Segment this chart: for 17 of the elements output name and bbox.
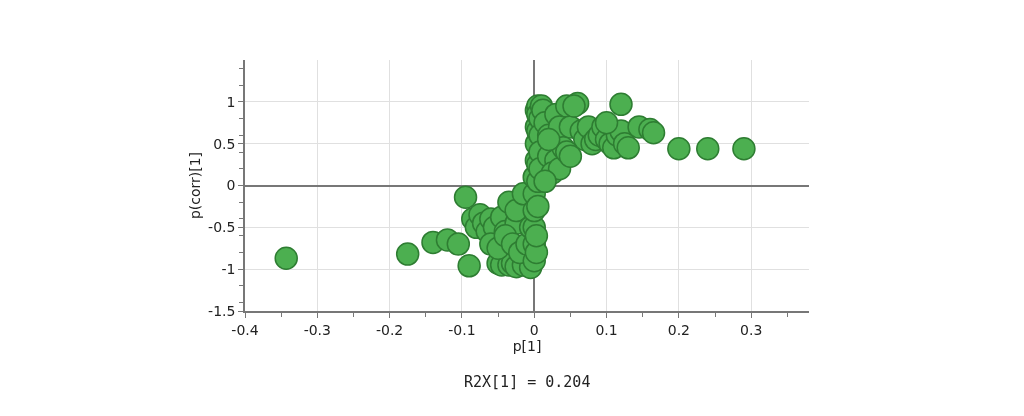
y-tick-label: -1	[221, 261, 236, 278]
x-tick-label: 0.1	[595, 321, 618, 338]
x-tick-label: -0.1	[448, 321, 476, 338]
y-tick-label: 0	[226, 177, 236, 194]
x-tick-label: 0	[529, 321, 539, 338]
x-tick-label: 0.2	[667, 321, 690, 338]
x-tick-label: -0.4	[231, 321, 259, 338]
x-axis-title: p[1]	[512, 337, 542, 354]
x-tick-label: 0.3	[740, 321, 763, 338]
y-tick-label: 0.5	[213, 135, 236, 152]
text: R2X[1] = 0.204	[464, 373, 591, 391]
y-tick-label: 1	[226, 93, 236, 110]
y-tick-label: -0.5	[208, 219, 236, 236]
y-tick-label: -1.5	[208, 302, 236, 319]
x-tick-label: -0.3	[303, 321, 331, 338]
y-axis-title: p(corr)[1]	[187, 151, 204, 220]
x-tick-label: -0.2	[375, 321, 404, 338]
